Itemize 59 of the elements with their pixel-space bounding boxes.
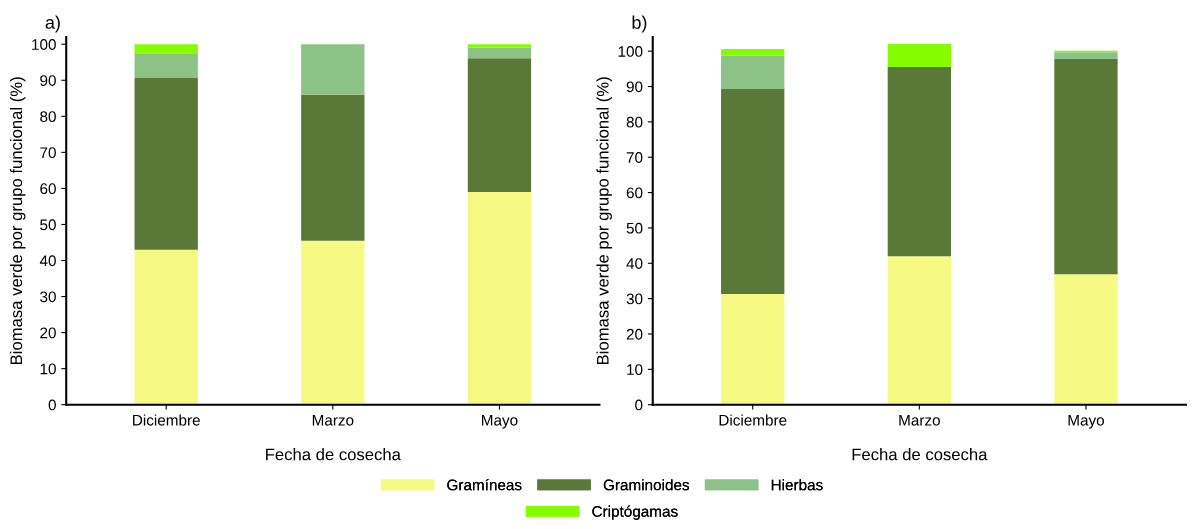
chart-title: a) (45, 15, 60, 33)
bar (467, 192, 532, 405)
x-tick-label: Marzo (899, 414, 940, 426)
y-tick-label: 40 (39, 255, 56, 267)
legend-label: Criptógamas (592, 505, 678, 520)
y-tick-label: 0 (48, 399, 56, 411)
y-tick-label: 60 (40, 183, 56, 195)
y-axis-title: Biomasa verde por grupo funcional (%) (9, 77, 26, 364)
legend-label: Hierbas (771, 479, 823, 491)
y-tick-label: 10 (627, 364, 643, 376)
bar (1054, 274, 1118, 405)
y-tick-label: 20 (626, 328, 643, 340)
bar (134, 249, 198, 405)
y-tick-label: 80 (626, 116, 643, 128)
bar (721, 49, 785, 56)
bar (887, 67, 951, 257)
legend-label: Gramíneas (447, 478, 522, 491)
bar (301, 44, 365, 95)
bar (1054, 52, 1118, 59)
y-tick-label: 70 (40, 147, 56, 159)
x-tick-label: Diciembre (719, 414, 787, 426)
x-tick-label: Diciembre (133, 414, 200, 426)
y-tick-label: 90 (40, 75, 56, 86)
bar (1054, 58, 1118, 275)
y-tick-label: 40 (626, 258, 643, 269)
y-tick-label: 90 (626, 81, 643, 93)
x-axis-title: Fecha de cosecha (266, 448, 401, 461)
chart-title: b) (632, 15, 647, 33)
y-tick-label: 30 (626, 293, 643, 305)
bar (721, 55, 785, 89)
x-axis-title: Fecha de cosecha (852, 448, 988, 461)
bar (467, 47, 532, 59)
y-tick-label: 0 (635, 399, 643, 411)
y-tick-label: 30 (40, 291, 56, 303)
y-tick-label: 100 (32, 39, 56, 50)
y-tick-label: 50 (40, 219, 56, 231)
y-tick-label: 80 (40, 111, 56, 123)
bar (887, 256, 951, 405)
bar (134, 44, 198, 54)
x-tick-label: Mayo (482, 414, 518, 429)
y-tick-label: 20 (40, 327, 56, 339)
bar (721, 294, 785, 405)
y-axis-title: Biomasa verde por grupo funcional (%) (596, 77, 612, 364)
x-tick-label: Marzo (312, 414, 354, 426)
bar (301, 94, 365, 241)
bar (301, 240, 365, 405)
legend-label: Graminoides (603, 479, 690, 491)
x-tick-label: Mayo (1068, 414, 1105, 429)
bar (134, 53, 198, 79)
bar (467, 58, 532, 193)
y-tick-label: 50 (626, 222, 643, 234)
bar (134, 78, 198, 250)
bar (721, 89, 785, 295)
y-tick-label: 70 (626, 152, 643, 163)
y-tick-label: 10 (40, 363, 56, 375)
y-tick-label: 60 (626, 187, 643, 199)
bar (467, 44, 532, 48)
bar (887, 44, 951, 68)
y-tick-label: 100 (618, 46, 643, 57)
